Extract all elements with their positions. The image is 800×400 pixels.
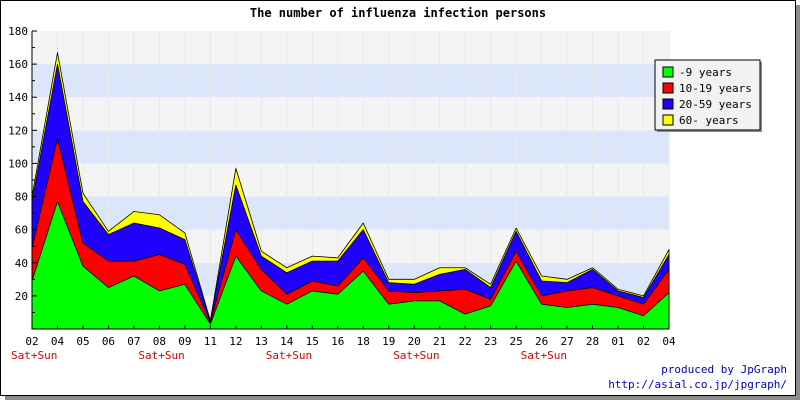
y-tick-label: 80 (15, 191, 28, 204)
y-tick-label: 40 (15, 257, 28, 270)
x-tick-label: 22 (459, 335, 472, 348)
x-tick-label: 18 (357, 335, 370, 348)
weekend-label: Sat+Sun (138, 349, 184, 362)
y-tick-label: 60 (15, 224, 28, 237)
x-tick-label: 15 (306, 335, 319, 348)
x-tick-label: 02 (25, 335, 38, 348)
y-tick-labels: 20 40 60 80 100 120 140 160 180 (8, 25, 28, 303)
chart-title: The number of influenza infection person… (250, 6, 546, 20)
legend-label-9-years: -9 years (679, 66, 732, 79)
y-tick-label: 120 (8, 124, 28, 137)
x-tick-label: 04 (51, 335, 65, 348)
credit-line-1: produced by JpGraph (661, 363, 787, 376)
x-tick-labels: 02 04 05 06 07 08 09 11 12 13 14 15 16 18 19 20 21 22 23 25… (25, 335, 676, 348)
x-tick-label: 04 (662, 335, 676, 348)
grid-band (32, 163, 669, 197)
x-tick-label: 09 (178, 335, 191, 348)
grid-band (32, 31, 669, 65)
x-tick-label: 26 (535, 335, 548, 348)
x-tick-label: 28 (586, 335, 599, 348)
legend-swatch-10-19-years (662, 82, 674, 94)
grid-band (32, 130, 669, 164)
weekend-labels: Sat+Sun Sat+Sun Sat+Sun Sat+Sun Sat+Sun (11, 349, 567, 362)
grid-bands (31, 31, 670, 329)
x-tick-label: 06 (102, 335, 115, 348)
weekend-label: Sat+Sun (393, 349, 439, 362)
x-tick-label: 02 (637, 335, 650, 348)
x-tick-label: 13 (255, 335, 268, 348)
legend-swatch-9-years (662, 66, 674, 78)
weekend-label: Sat+Sun (521, 349, 567, 362)
x-tick-label: 19 (382, 335, 395, 348)
y-tick-label: 100 (8, 157, 28, 170)
legend: -9 years 10-19 years 20-59 years 60- years (654, 59, 762, 132)
y-tick-label: 180 (8, 25, 28, 38)
legend-swatch-60-years (662, 114, 674, 126)
x-tick-label: 20 (408, 335, 421, 348)
y-tick-label: 160 (8, 58, 28, 71)
x-tick-label: 07 (127, 335, 140, 348)
legend-swatch-20-59-years (662, 98, 674, 110)
x-tick-label: 14 (280, 335, 294, 348)
x-tick-label: 27 (560, 335, 573, 348)
legend-label-60-years: 60- years (679, 114, 739, 127)
legend-label-10-19-years: 10-19 years (679, 82, 752, 95)
y-tick-label: 140 (8, 91, 28, 104)
legend-label-20-59-years: 20-59 years (679, 98, 752, 111)
axes (31, 30, 670, 330)
x-tick-label: 08 (153, 335, 166, 348)
chart-svg: The number of influenza infection person… (8, 6, 787, 391)
weekend-label: Sat+Sun (11, 349, 57, 362)
credit-line-2: http://asial.co.jp/jpgraph/ (608, 378, 787, 391)
grid-band (32, 64, 669, 98)
x-tick-label: 12 (229, 335, 242, 348)
x-tick-label: 05 (76, 335, 89, 348)
area-9-years (31, 201, 670, 330)
x-tick-label: 11 (204, 335, 217, 348)
x-tick-label: 25 (509, 335, 522, 348)
weekend-label: Sat+Sun (266, 349, 312, 362)
y-tick-label: 20 (15, 290, 28, 303)
x-tick-label: 23 (484, 335, 497, 348)
area-series (31, 52, 670, 330)
x-tick-label: 16 (331, 335, 344, 348)
x-tick-label: 21 (433, 335, 446, 348)
x-tick-label: 01 (611, 335, 624, 348)
grid-band (32, 97, 669, 131)
